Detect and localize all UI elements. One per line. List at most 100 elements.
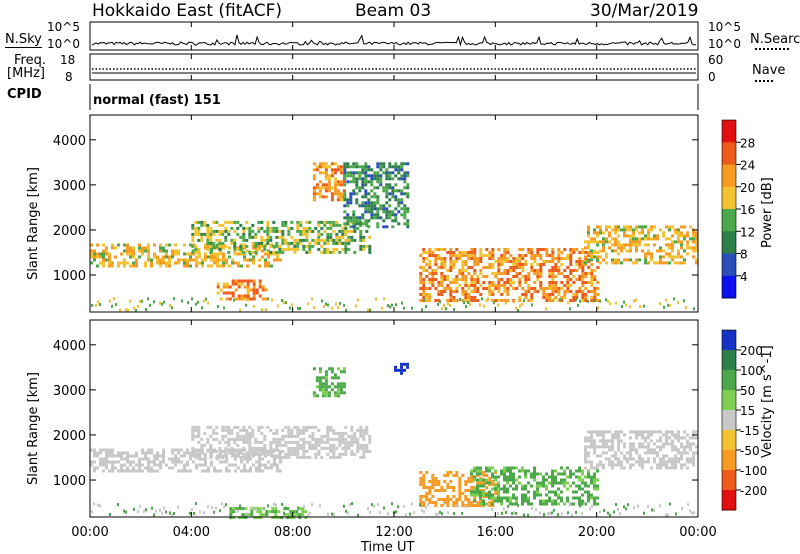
range-cell xyxy=(593,502,596,506)
range-cell xyxy=(572,281,576,284)
range-cell xyxy=(569,475,572,479)
range-cell xyxy=(197,452,201,456)
range-cell xyxy=(132,466,135,470)
range-cell xyxy=(258,285,262,289)
range-cell xyxy=(302,425,306,429)
range-cell xyxy=(204,460,207,464)
range-cell xyxy=(515,257,519,260)
range-cell xyxy=(578,278,582,281)
range-cell xyxy=(144,261,147,265)
range-cell xyxy=(623,243,626,247)
range-cell xyxy=(111,460,114,464)
ground-scatter-cell xyxy=(691,511,693,515)
range-cell xyxy=(183,264,186,268)
range-cell xyxy=(241,516,245,520)
range-cell xyxy=(232,510,236,514)
range-cell xyxy=(593,475,596,479)
ground-scatter-cell xyxy=(597,306,599,310)
range-cell xyxy=(569,269,573,272)
range-cell xyxy=(617,430,620,434)
range-cell xyxy=(443,474,447,477)
range-cell xyxy=(346,165,350,169)
range-cell xyxy=(431,278,435,281)
range-cell xyxy=(647,243,650,247)
velocity-colorbar-label: Velocity [m s^-1] xyxy=(760,345,775,458)
range-cell xyxy=(284,443,288,447)
range-cell xyxy=(554,478,557,482)
range-cell xyxy=(422,296,426,299)
range-cell xyxy=(557,472,560,476)
range-cell xyxy=(191,446,195,450)
range-cell xyxy=(506,499,509,503)
range-cell xyxy=(506,475,509,479)
ground-scatter-cell xyxy=(567,301,569,305)
range-cell xyxy=(542,478,545,482)
range-cell xyxy=(677,448,680,452)
range-cell xyxy=(296,446,300,450)
ground-scatter-cell xyxy=(247,298,249,302)
range-cell xyxy=(434,483,438,486)
range-cell xyxy=(563,275,567,278)
range-cell xyxy=(611,463,614,467)
range-cell xyxy=(614,454,617,458)
range-cell xyxy=(284,223,288,227)
range-cell xyxy=(388,165,392,169)
range-cell xyxy=(333,373,337,377)
range-cell xyxy=(539,481,542,485)
range-cell xyxy=(533,257,537,260)
range-cell xyxy=(216,285,220,289)
range-cell xyxy=(467,501,471,504)
range-cell xyxy=(578,257,582,260)
range-cell xyxy=(461,266,465,269)
range-cell xyxy=(572,269,576,272)
range-cell xyxy=(266,235,270,239)
range-cell xyxy=(590,237,593,241)
ground-scatter-cell xyxy=(463,301,465,305)
range-cell xyxy=(422,248,426,251)
range-cell xyxy=(512,275,516,278)
range-cell xyxy=(218,238,222,242)
range-cell xyxy=(665,463,668,467)
range-cell xyxy=(249,457,252,461)
range-cell xyxy=(186,463,189,467)
range-cell xyxy=(539,257,543,260)
range-cell xyxy=(302,232,306,236)
range-cell xyxy=(617,433,620,437)
range-cell xyxy=(581,260,585,263)
range-cell xyxy=(230,241,234,245)
range-cell xyxy=(273,252,276,256)
range-cell xyxy=(548,496,551,500)
range-cell xyxy=(353,437,357,441)
range-cell xyxy=(692,463,695,467)
range-cell xyxy=(129,469,132,473)
range-cell xyxy=(497,272,501,275)
range-cell xyxy=(278,455,282,459)
range-cell xyxy=(695,258,698,262)
range-cell xyxy=(662,255,665,259)
range-cell xyxy=(216,252,219,256)
range-cell xyxy=(527,290,531,293)
range-cell xyxy=(482,493,485,497)
range-cell xyxy=(336,376,340,380)
range-cell xyxy=(370,183,374,187)
range-cell xyxy=(215,238,219,242)
range-cell xyxy=(156,451,159,455)
range-cell xyxy=(403,216,407,220)
range-cell xyxy=(554,287,558,290)
range-cell xyxy=(641,225,644,229)
range-cell xyxy=(515,478,518,482)
range-cell xyxy=(443,266,447,269)
range-cell xyxy=(341,452,345,456)
range-cell xyxy=(209,446,213,450)
range-cell xyxy=(308,425,312,429)
range-cell xyxy=(349,201,353,205)
ground-scatter-cell xyxy=(551,511,553,515)
ground-scatter-cell xyxy=(323,304,325,308)
range-cell xyxy=(464,251,468,254)
range-cell xyxy=(626,234,629,238)
range-cell xyxy=(265,513,269,517)
range-cell xyxy=(183,451,186,455)
range-cell xyxy=(335,437,339,441)
range-cell xyxy=(287,449,291,453)
range-cell xyxy=(373,213,377,217)
